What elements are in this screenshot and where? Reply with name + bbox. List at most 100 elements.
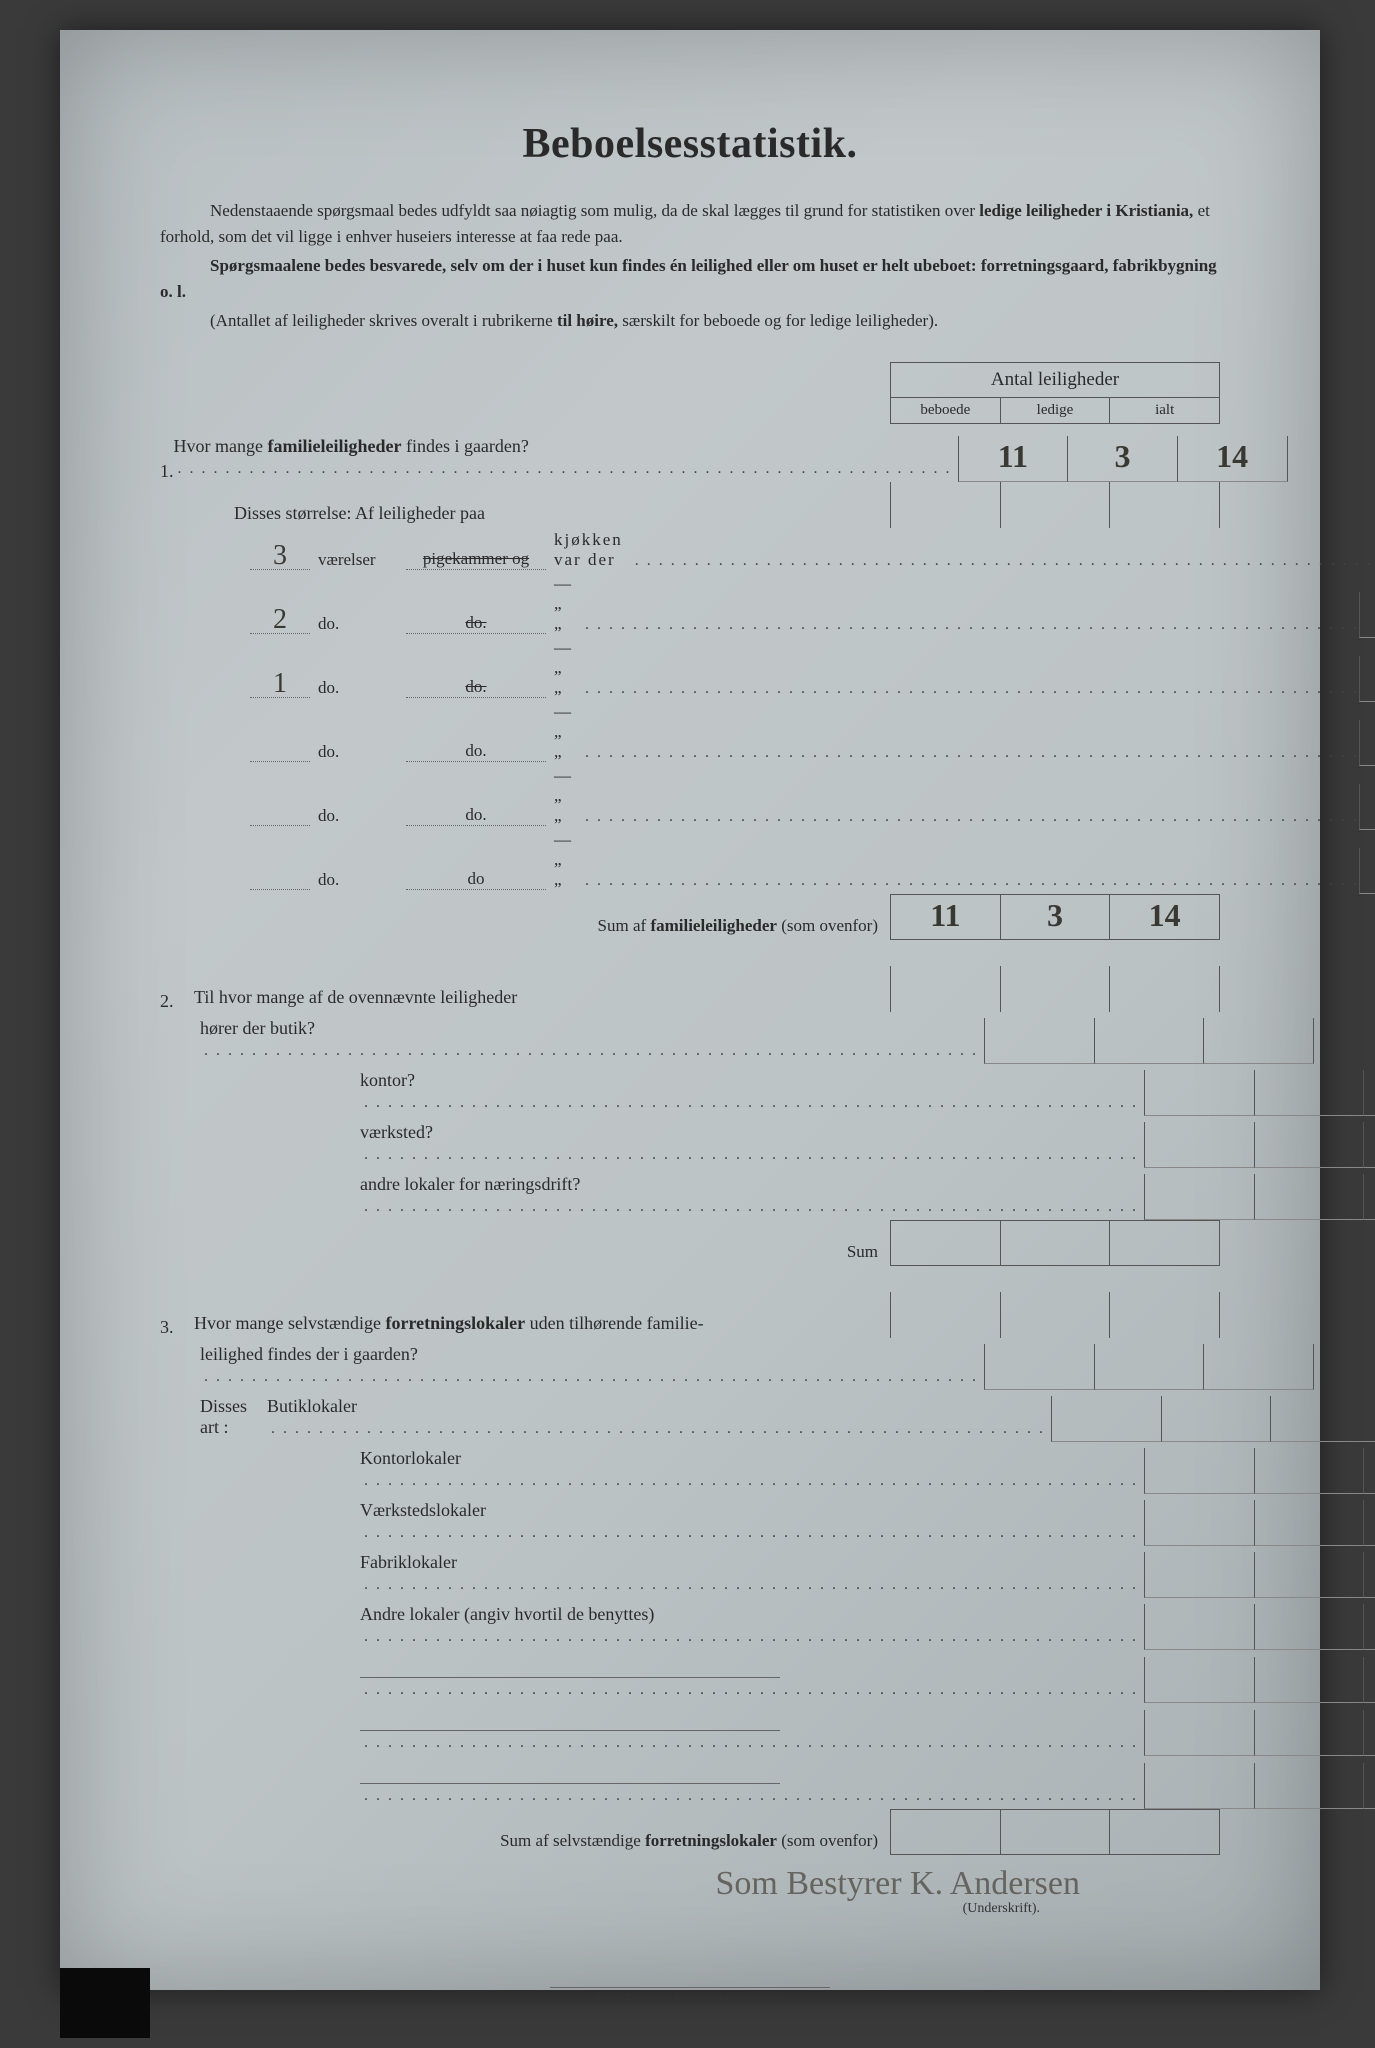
signature-label: (Underskrift). [160, 1901, 1080, 1917]
q3-b-0-0 [1144, 1657, 1254, 1703]
q1-sum-row: Sum af familieleiligheder (som ovenfor) … [160, 894, 1220, 940]
empty-cell [1000, 482, 1110, 528]
q1-sumc: (som ovenfor) [777, 916, 878, 935]
q1-sum-0: 11 [890, 894, 1000, 940]
q3-item-row: Kontorlokaler [160, 1442, 1220, 1494]
q1-sum-2: 14 [1109, 894, 1220, 940]
q2-c-2-2 [1363, 1174, 1375, 1220]
q2-c-2-0 [1144, 1174, 1254, 1220]
q2-sum-0 [890, 1220, 1000, 1266]
q3-blank-row [160, 1650, 1220, 1703]
q1-size-row: do. do. — „ „ [160, 766, 1220, 830]
q1-cell-beboede: 11 [958, 436, 1068, 482]
empty-cell [890, 1292, 1000, 1338]
q3-c-0-1 [1161, 1396, 1271, 1442]
q3-b-0-1 [1254, 1657, 1364, 1703]
q3-art-label: Disses art : Butiklokaler [160, 1390, 1051, 1442]
q3-c-2-1 [1254, 1500, 1364, 1546]
q3-sum-1 [1000, 1809, 1110, 1855]
q3-b-1-0 [1144, 1710, 1254, 1756]
q3-item-3: Fabriklokaler [160, 1546, 1144, 1598]
q3-main-2 [1203, 1344, 1314, 1390]
column-header-group: Antal leiligheder beboede ledige ialt [160, 362, 1220, 424]
q1-num: 1. [160, 455, 174, 482]
empty-cell [1109, 1292, 1220, 1338]
intro-p3b: til høire, [557, 311, 618, 330]
q3-blank-2 [160, 1756, 1144, 1809]
q3-b-1-2 [1363, 1710, 1375, 1756]
q3-c-4-0 [1144, 1604, 1254, 1650]
q3-main-1 [1094, 1344, 1204, 1390]
q3-item-row: Fabriklokaler [160, 1546, 1220, 1598]
q3-sa: Sum af selvstændige [500, 1831, 645, 1850]
q1-sumv-0: 11 [930, 897, 960, 933]
col-ledige: ledige [1001, 398, 1111, 423]
q2-sum-2 [1109, 1220, 1220, 1266]
q2-item-row: værksted? [160, 1116, 1220, 1168]
q1-size-row: do. do. — „ „ [160, 702, 1220, 766]
q3-l2: leilighed findes der i gaarden? [200, 1344, 418, 1364]
q3-row2: leilighed findes der i gaarden? [160, 1338, 1220, 1390]
q1-tb: familieleiligheder [267, 436, 401, 456]
q2-row1: 2. Til hvor mange af de ovennævnte leili… [160, 966, 1220, 1012]
q3-c-1-2 [1363, 1448, 1375, 1494]
q1-size-5-0 [1359, 848, 1375, 894]
q3-c-1-1 [1254, 1448, 1364, 1494]
q3-c-4-2 [1363, 1604, 1375, 1650]
q1-tc: findes i gaarden? [401, 436, 528, 456]
intro-p1a: Nedenstaaende spørgsmaal bedes udfyldt s… [210, 201, 975, 220]
q2-row2: hører der butik? [160, 1012, 1220, 1064]
q3-sum-label: Sum af selvstændige forretningslokaler (… [194, 1825, 890, 1855]
q3-main-0 [984, 1344, 1094, 1390]
q3-c-3-2 [1363, 1552, 1375, 1598]
q1-val-2: 14 [1216, 438, 1248, 474]
q1-size-4-0 [1359, 784, 1375, 830]
col-ialt: ialt [1110, 398, 1219, 423]
signature-area: Som Bestyrer K. Andersen (Underskrift). [160, 1865, 1220, 1917]
q3-item-row: Andre lokaler (angiv hvortil de benyttes… [160, 1598, 1220, 1650]
q3-l1c: uden tilhørende familie- [525, 1313, 703, 1333]
q3-b-2-2 [1363, 1763, 1375, 1809]
col-group-title: Antal leiligheder [891, 363, 1219, 398]
q2-item-2: andre lokaler for næringsdrift? [160, 1168, 1144, 1220]
q3-blank-1 [160, 1703, 1144, 1756]
q1-val-1: 3 [1115, 438, 1131, 474]
q1-sizes-label-row: Disses størrelse: Af leiligheder paa [160, 482, 1220, 528]
q2-item-1: værksted? [160, 1116, 1144, 1168]
q1-size-row: do. do — „ „ [160, 830, 1220, 894]
q3-sum-2 [1109, 1809, 1220, 1855]
q1-cell-ialt: 14 [1177, 436, 1288, 482]
q2-butik-1 [1094, 1018, 1204, 1064]
q3-blank-0 [160, 1650, 1144, 1703]
q3-l1b: forretningslokaler [385, 1313, 525, 1333]
q2-l2: hører der butik? [200, 1018, 315, 1038]
q3-c-3-0 [1144, 1552, 1254, 1598]
q2-sum-1 [1000, 1220, 1110, 1266]
q2-line2: hører der butik? [160, 1012, 984, 1064]
q2-c-2-1 [1254, 1174, 1364, 1220]
q2-sum-row: Sum [160, 1220, 1220, 1266]
q3-item-4: Andre lokaler (angiv hvortil de benyttes… [160, 1598, 1144, 1650]
q3-row1: 3. Hvor mange selvstændige forretningslo… [160, 1292, 1220, 1338]
q3-art-row: Disses art : Butiklokaler [160, 1390, 1220, 1442]
q2-c-0-0 [1144, 1070, 1254, 1116]
q3-num: 3. [160, 1311, 194, 1338]
q3-b-1-1 [1254, 1710, 1364, 1756]
q3-c-2-0 [1144, 1500, 1254, 1546]
q3-line2: leilighed findes der i gaarden? [160, 1338, 984, 1390]
q3-c-1-0 [1144, 1448, 1254, 1494]
q1-row: 1. Hvor mange familieleiligheder findes … [160, 430, 1220, 482]
q1-sizes-label: Disses størrelse: Af leiligheder paa [194, 497, 890, 528]
q3-item-1: Kontorlokaler [160, 1442, 1144, 1494]
q1-ta: Hvor mange [174, 436, 268, 456]
q1-size-2-0: 2 [1359, 656, 1375, 702]
empty-cell [890, 482, 1000, 528]
q3-line1: Hvor mange selvstændige forretningslokal… [194, 1307, 890, 1338]
q2-c-0-2 [1363, 1070, 1375, 1116]
q3-artl: Disses art : [200, 1396, 247, 1438]
q3-item-0: Butiklokaler [267, 1396, 357, 1416]
q1-size-3-0 [1359, 720, 1375, 766]
q1-size-row: 3 værelser pigekammer og kjøkken var der… [160, 528, 1220, 574]
q1-cell-ledige: 3 [1067, 436, 1177, 482]
q3-c-0-2 [1270, 1396, 1375, 1442]
